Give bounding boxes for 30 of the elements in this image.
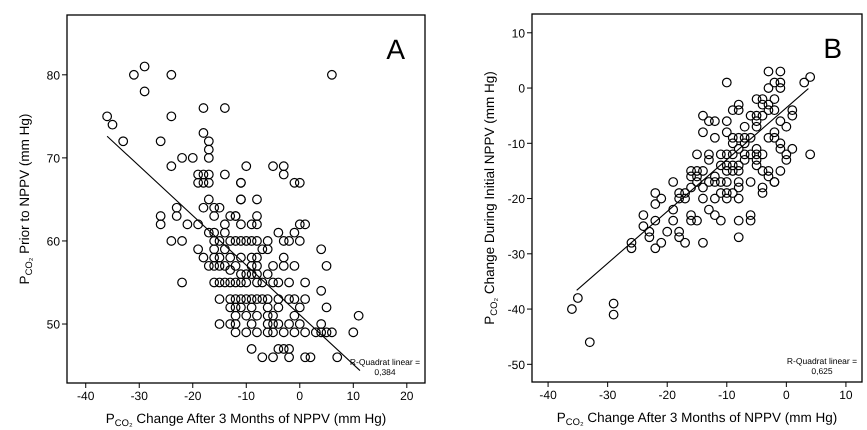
y-tick-label: -40 bbox=[508, 302, 526, 317]
x-tick-label: -30 bbox=[130, 389, 148, 403]
x-tick-label: -20 bbox=[184, 389, 202, 403]
annotation: R-Quadrat linear = 0,625 bbox=[786, 356, 858, 376]
y-tick-label: -50 bbox=[508, 358, 526, 372]
y-tick-label: 60 bbox=[46, 234, 60, 248]
x-tick-label: -40 bbox=[539, 388, 558, 402]
x-tick-label: 10 bbox=[346, 389, 360, 403]
y-tick-label: -10 bbox=[508, 136, 526, 151]
x-tick-label: -30 bbox=[598, 388, 617, 402]
text: A bbox=[386, 34, 406, 65]
y-tick-label: -30 bbox=[508, 247, 526, 262]
x-axis-title: P$_{CO₂}$ Change After 3 Months of NPPV (mm Hg) bbox=[106, 411, 386, 429]
x-tick-label: -10 bbox=[718, 388, 736, 402]
y-tick-label: 50 bbox=[46, 318, 60, 332]
text: B bbox=[823, 33, 842, 64]
x-axis-title: P$_{CO₂}$ Change After 3 Months of NPPV (mm Hg) bbox=[556, 410, 838, 428]
x-tick-label: 20 bbox=[400, 389, 414, 403]
x-tick-label: -20 bbox=[658, 388, 676, 402]
x-tick-label: -10 bbox=[238, 389, 256, 403]
annotation: R-Quadrat linear = 0,384 bbox=[350, 357, 420, 377]
x-tick-label: -40 bbox=[77, 389, 95, 403]
y-tick-label: 80 bbox=[46, 68, 60, 82]
y-tick-label: 0 bbox=[518, 82, 526, 96]
x-tick-label: 0 bbox=[783, 388, 790, 402]
y-tick-label: -20 bbox=[508, 192, 526, 206]
x-tick-label: 0 bbox=[296, 389, 304, 403]
y-tick-label: 10 bbox=[512, 26, 526, 40]
x-tick-label: 10 bbox=[839, 388, 853, 402]
y-tick-label: 70 bbox=[46, 151, 60, 166]
